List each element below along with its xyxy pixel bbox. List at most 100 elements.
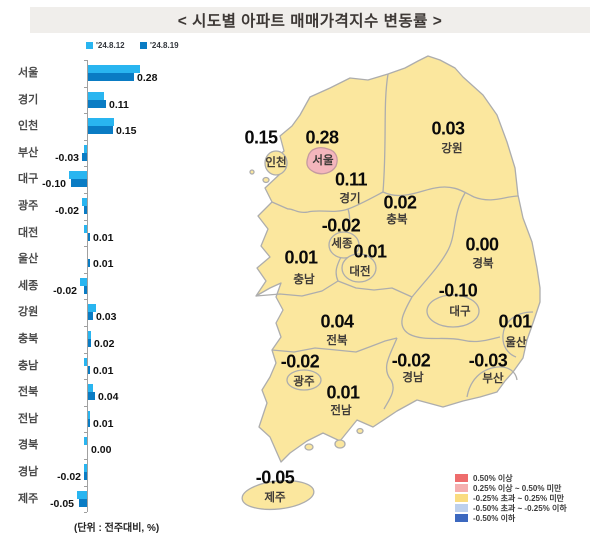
map-name-chungbuk: 충북 xyxy=(386,214,408,226)
map-value-busan: -0.03 xyxy=(468,350,508,371)
legend-swatch xyxy=(140,42,147,49)
map-name-jeju: 제주 xyxy=(264,492,286,504)
map-name-seoul: 서울 xyxy=(312,155,334,167)
axis-tick xyxy=(84,459,87,460)
bar-category-label: 충남 xyxy=(18,359,39,372)
title-bar: < 시도별 아파트 매매가격지수 변동률 > xyxy=(30,7,590,33)
map-name-gyeongbuk: 경북 xyxy=(472,258,494,270)
map-name-daegu: 대구 xyxy=(449,306,471,318)
bar-category-label: 광주 xyxy=(18,200,39,212)
axis-tick xyxy=(84,87,87,88)
bar-curr-week xyxy=(88,339,91,347)
bar-prev-week xyxy=(88,118,114,127)
map-island-small-2 xyxy=(249,169,255,175)
bar-prev-week xyxy=(84,464,87,472)
map-region-gwangju xyxy=(286,369,322,391)
map-region-jeju xyxy=(241,479,315,511)
bar-curr-week xyxy=(84,206,87,214)
map-region-seoul xyxy=(306,147,338,175)
bar-value-label: -0.02 xyxy=(57,471,81,483)
map-region-sejong xyxy=(328,231,360,259)
bar-value-label: 0.15 xyxy=(116,125,137,138)
map-name-jeonnam: 전남 xyxy=(330,405,352,417)
map-value-gyeonggi: 0.11 xyxy=(334,169,368,190)
map-value-sejong: -0.02 xyxy=(321,215,361,236)
map-value-jeonnam: 0.01 xyxy=(326,382,360,403)
bar-prev-week xyxy=(69,171,87,180)
map-value-jeju: -0.05 xyxy=(255,467,295,488)
axis-tick xyxy=(84,486,87,487)
map-name-chungnam: 충남 xyxy=(293,274,315,286)
bar-curr-week xyxy=(88,312,93,321)
map-legend-swatch xyxy=(455,504,468,512)
axis-tick xyxy=(84,273,87,274)
bar-category-label: 전남 xyxy=(18,412,39,425)
bar-category-label: 경북 xyxy=(18,439,39,452)
bar-category-label: 인천 xyxy=(18,120,39,133)
legend-swatch xyxy=(86,42,93,49)
bar-prev-week xyxy=(82,198,87,206)
map-border-gyeonggi-gangwon xyxy=(382,73,389,193)
map-legend-label: 0.25% 이상 ~ 0.50% 미만 xyxy=(473,483,562,493)
map-value-chungnam: 0.01 xyxy=(284,247,318,268)
unit-footnote: (단위 : 전주대비, %) xyxy=(74,523,160,534)
map-region-daegu xyxy=(426,294,480,328)
bar-category-label: 제주 xyxy=(18,492,39,505)
map-value-daegu: -0.10 xyxy=(438,280,478,301)
map-legend-label: 0.50% 이상 xyxy=(473,473,513,483)
map-legend-row-0: 0.50% 이상 xyxy=(455,473,567,483)
axis-tick xyxy=(84,220,87,221)
legend-label: '24.8.12 xyxy=(96,41,125,50)
bar-category-label: 부산 xyxy=(18,146,39,159)
bar-curr-week xyxy=(84,472,87,480)
bar-value-label: -0.02 xyxy=(53,284,77,297)
bar-category-label: 강원 xyxy=(18,306,39,319)
map-value-jeonbuk: 0.04 xyxy=(320,311,354,332)
bar-category-label: 세종 xyxy=(18,279,39,292)
page-title: < 시도별 아파트 매매가격지수 변동률 > xyxy=(177,13,443,30)
bar-curr-week xyxy=(88,392,95,401)
bar-prev-week xyxy=(77,490,87,499)
axis-tick xyxy=(84,60,87,61)
map-value-gyeongnam: -0.02 xyxy=(391,350,431,371)
map-border-jeonnam-gyeongnam xyxy=(383,337,398,410)
map-name-incheon: 인천 xyxy=(265,157,287,169)
map-name-gangwon: 강원 xyxy=(441,143,463,155)
bar-value-label: 0.04 xyxy=(98,391,119,404)
map-name-busan: 부산 xyxy=(482,373,504,385)
bar-value-label: 0.01 xyxy=(93,231,114,244)
map-name-daejeon: 대전 xyxy=(349,266,371,278)
bar-legend-item: '24.8.19 xyxy=(140,41,179,50)
map-border-busan xyxy=(466,366,518,398)
map-value-seoul: 0.28 xyxy=(305,127,339,148)
map-border-gyeongbuk-gyeongnam xyxy=(401,296,501,343)
map-border-gyeonggi-south xyxy=(271,191,384,214)
bar-curr-week xyxy=(88,232,90,241)
bar-value-label: 0.01 xyxy=(93,258,114,271)
map-value-daejeon: 0.01 xyxy=(353,241,387,262)
map-legend-label: -0.50% 이하 xyxy=(473,513,516,523)
map-border-ulsan xyxy=(502,311,534,358)
bar-value-label: 0.28 xyxy=(137,72,158,84)
bar-prev-week xyxy=(88,384,93,393)
axis-tick xyxy=(84,140,87,141)
map-island-south-2 xyxy=(304,443,314,451)
bar-curr-week xyxy=(71,179,87,188)
bar-curr-week xyxy=(79,498,87,507)
bar-category-label: 대전 xyxy=(18,226,39,239)
bar-value-label: -0.10 xyxy=(42,178,66,191)
map-name-gyeongnam: 경남 xyxy=(402,372,424,384)
map-legend-row-3: -0.50% 초과 ~ -0.25% 이하 xyxy=(455,504,567,513)
map-name-jeonbuk: 전북 xyxy=(326,335,348,347)
map-island-south-3 xyxy=(356,427,364,435)
map-legend-row-4: -0.50% 이하 xyxy=(455,513,567,523)
axis-tick xyxy=(84,432,87,433)
map-value-incheon: 0.15 xyxy=(244,127,278,148)
bar-category-label: 충북 xyxy=(18,333,39,345)
map-border-chungbuk-gyeongbuk xyxy=(411,192,466,298)
bar-curr-week xyxy=(88,73,134,81)
bar-value-label: 0.02 xyxy=(94,338,115,350)
bar-category-label: 울산 xyxy=(18,253,39,266)
bar-chart-axis xyxy=(87,60,88,513)
